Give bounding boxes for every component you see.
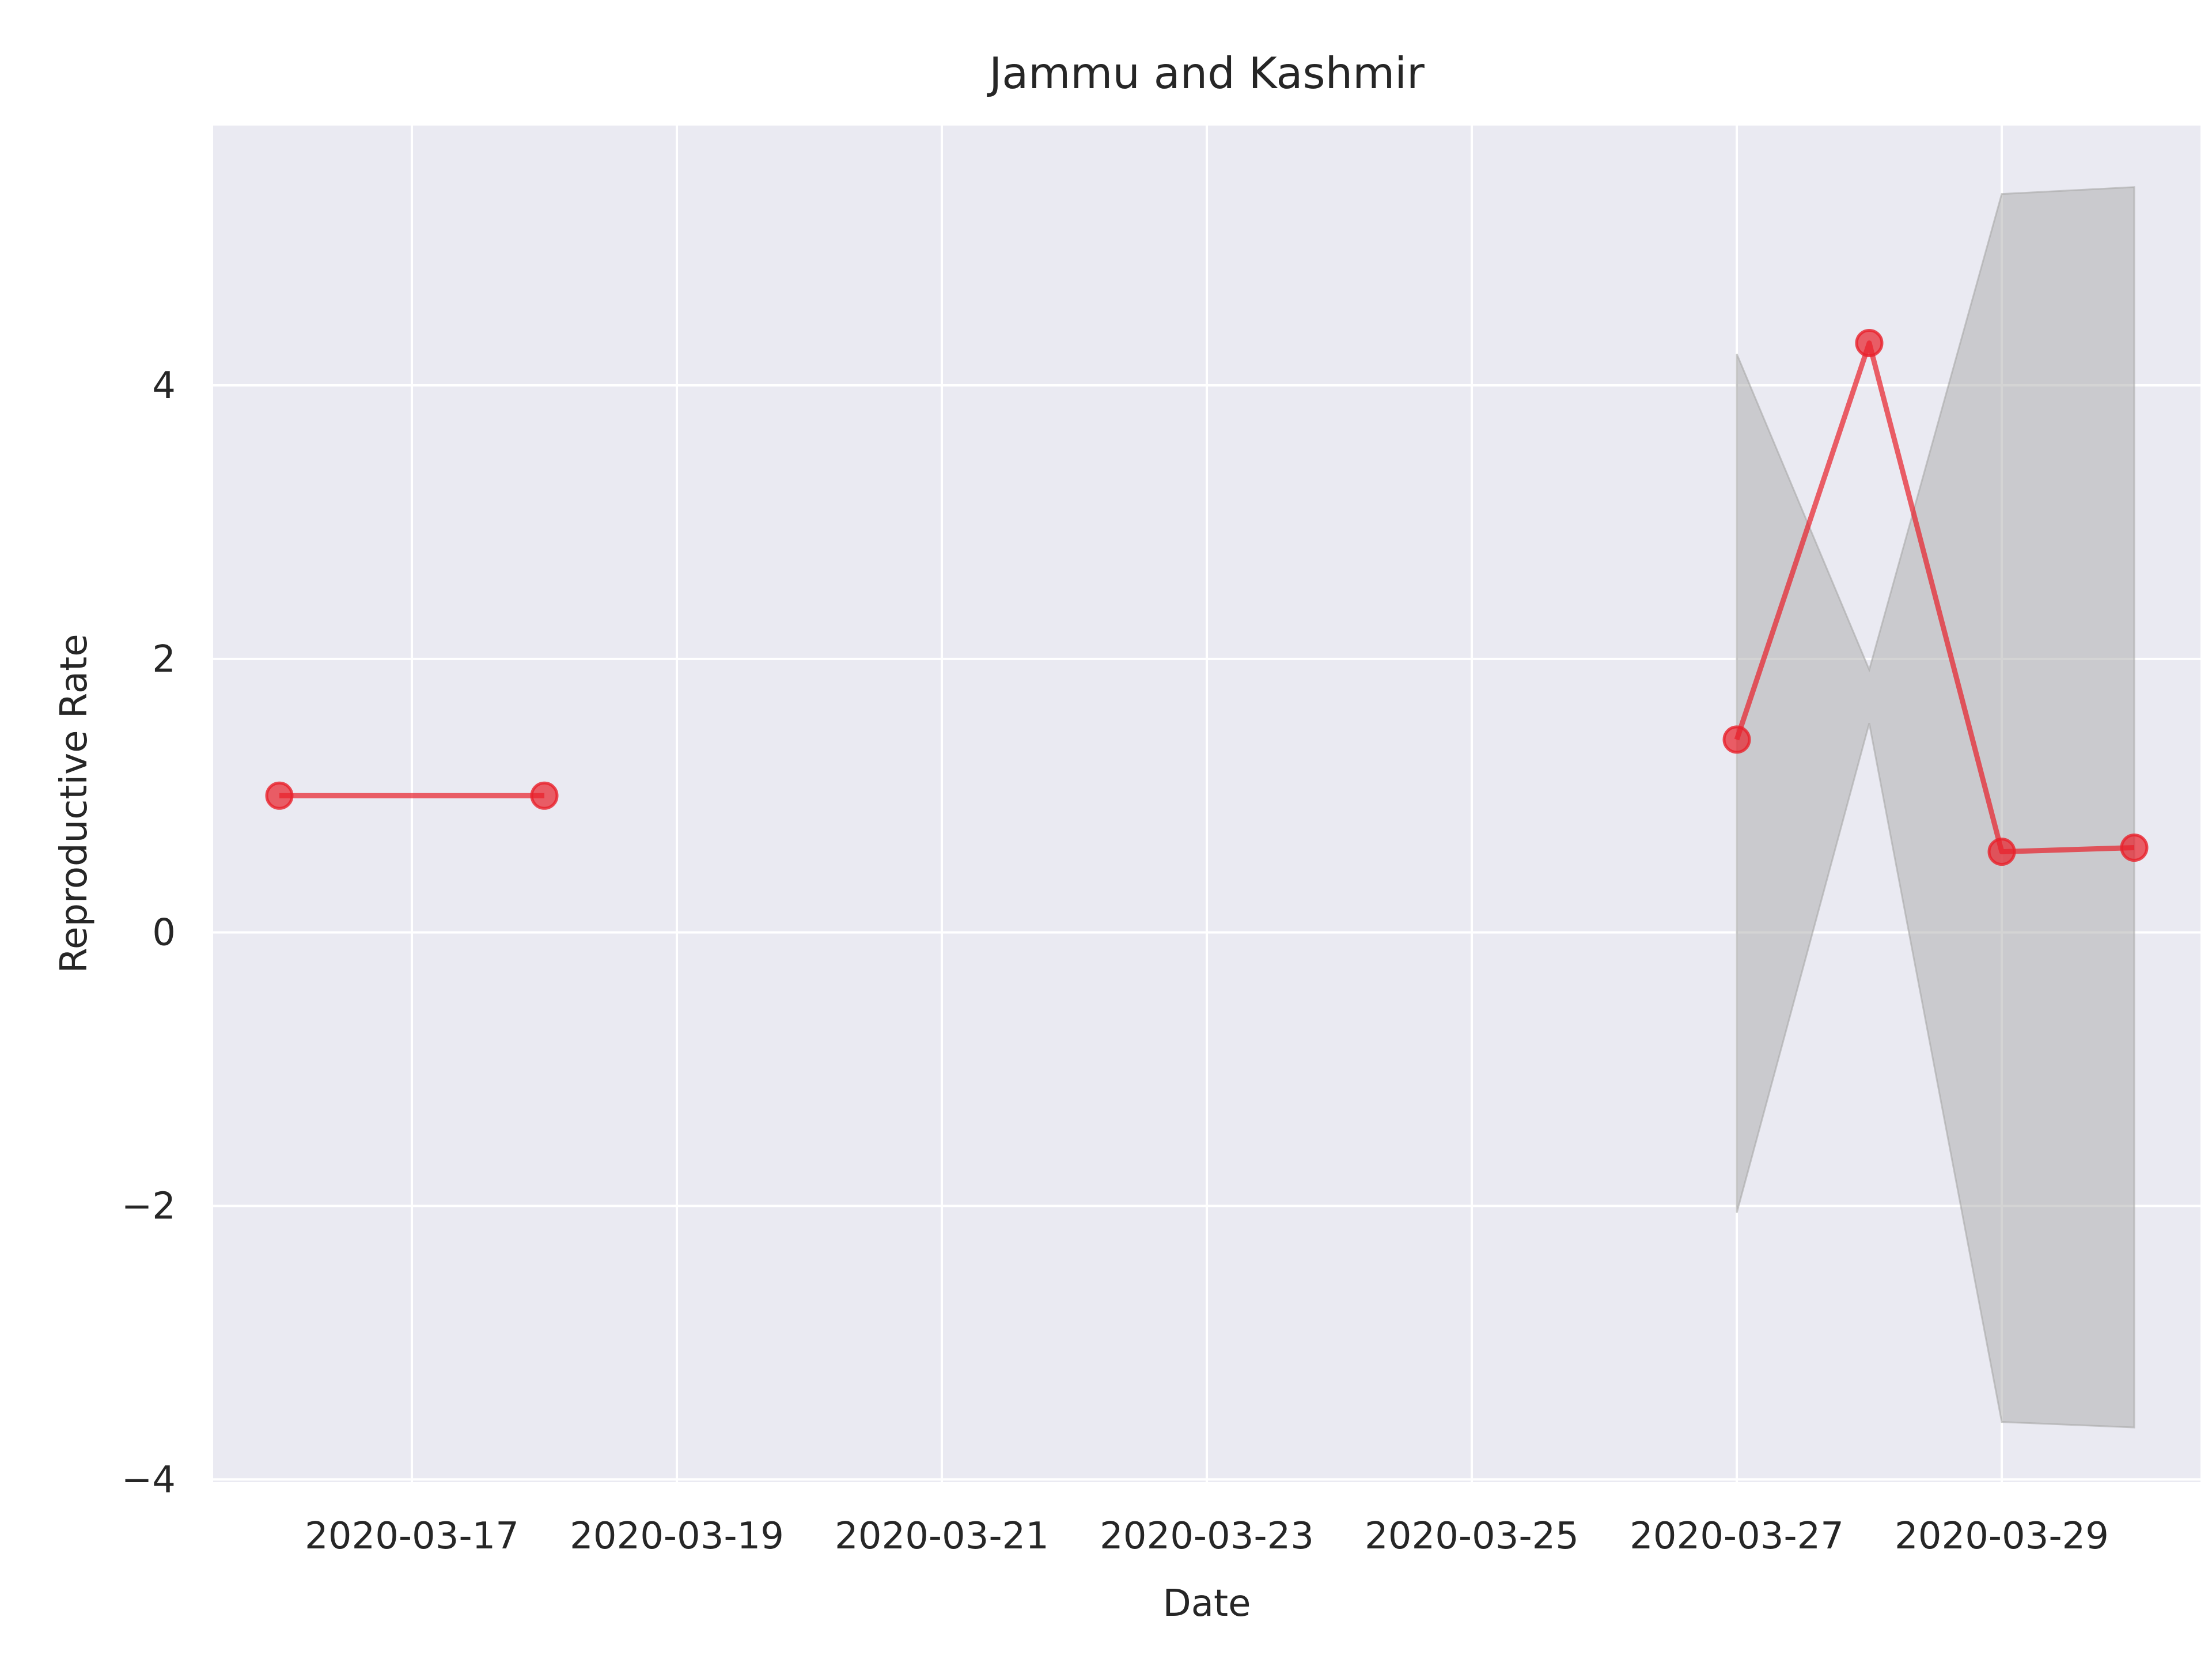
y-tick-label: 2 bbox=[152, 638, 176, 681]
data-point bbox=[530, 781, 559, 810]
data-point bbox=[265, 781, 294, 810]
series-line bbox=[1734, 340, 2135, 855]
y-tick-labels: 4 2 0 −2 −4 bbox=[122, 365, 176, 1501]
y-tick-label: −4 bbox=[122, 1459, 176, 1501]
series-point-layer bbox=[265, 329, 2149, 866]
data-point bbox=[1855, 329, 1884, 357]
data-point bbox=[1722, 725, 1751, 754]
x-tick-label: 2020-03-27 bbox=[1630, 1515, 1844, 1558]
x-tick-label: 2020-03-23 bbox=[1100, 1515, 1314, 1558]
x-tick-label: 2020-03-29 bbox=[1895, 1515, 2109, 1558]
x-tick-label: 2020-03-17 bbox=[305, 1515, 519, 1558]
y-tick-label: 0 bbox=[152, 912, 176, 955]
y-tick-label: −2 bbox=[122, 1185, 176, 1228]
data-point bbox=[1987, 838, 2016, 866]
x-tick-label: 2020-03-21 bbox=[835, 1515, 1049, 1558]
chart-title: Jammu and Kashmir bbox=[987, 48, 1425, 99]
y-tick-label: 4 bbox=[152, 365, 176, 407]
data-point bbox=[2120, 834, 2149, 862]
y-axis-label: Reproductive Rate bbox=[53, 634, 96, 973]
x-tick-label: 2020-03-19 bbox=[570, 1515, 784, 1558]
grid bbox=[213, 126, 2200, 1482]
series-line-layer bbox=[279, 340, 2135, 855]
x-tick-label: 2020-03-25 bbox=[1365, 1515, 1579, 1558]
x-tick-labels: 2020-03-17 2020-03-19 2020-03-21 2020-03-23… bbox=[305, 1515, 2109, 1558]
x-axis-label: Date bbox=[1163, 1582, 1251, 1625]
